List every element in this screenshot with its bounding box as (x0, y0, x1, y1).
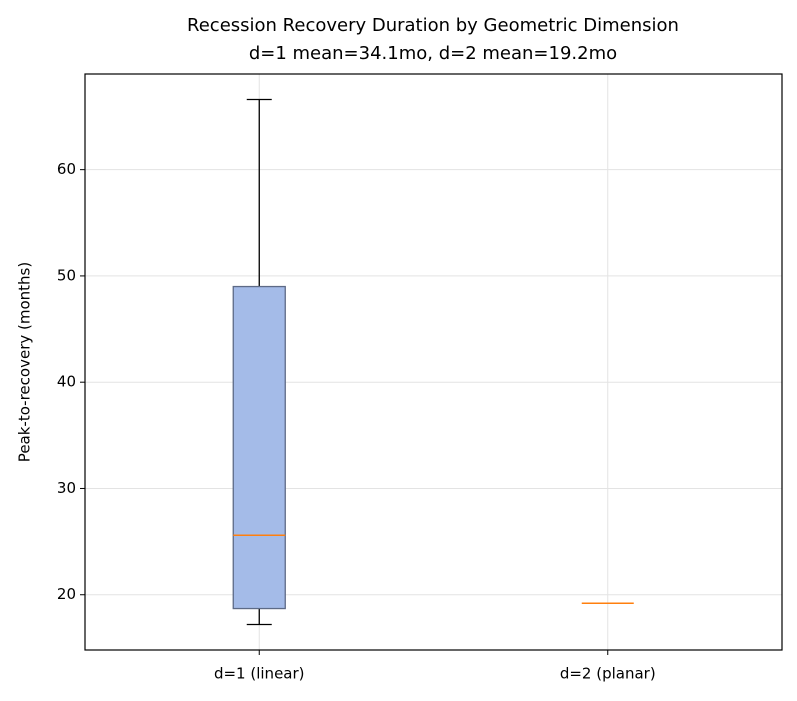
chart-subtitle: d=1 mean=34.1mo, d=2 mean=19.2mo (249, 43, 617, 64)
y-tick-label: 30 (57, 479, 76, 497)
x-tick-label: d=1 (linear) (214, 665, 305, 683)
box (232, 285, 286, 610)
y-tick-label: 60 (57, 160, 76, 178)
y-tick-label: 50 (57, 266, 76, 284)
x-tick-label: d=2 (planar) (560, 665, 656, 683)
plot-frame (84, 73, 783, 651)
chart-title: Recession Recovery Duration by Geometric… (187, 15, 679, 36)
y-tick-label: 20 (57, 585, 76, 603)
y-tick-label: 40 (57, 373, 76, 391)
y-axis-label: Peak-to-recovery (months) (16, 262, 34, 462)
